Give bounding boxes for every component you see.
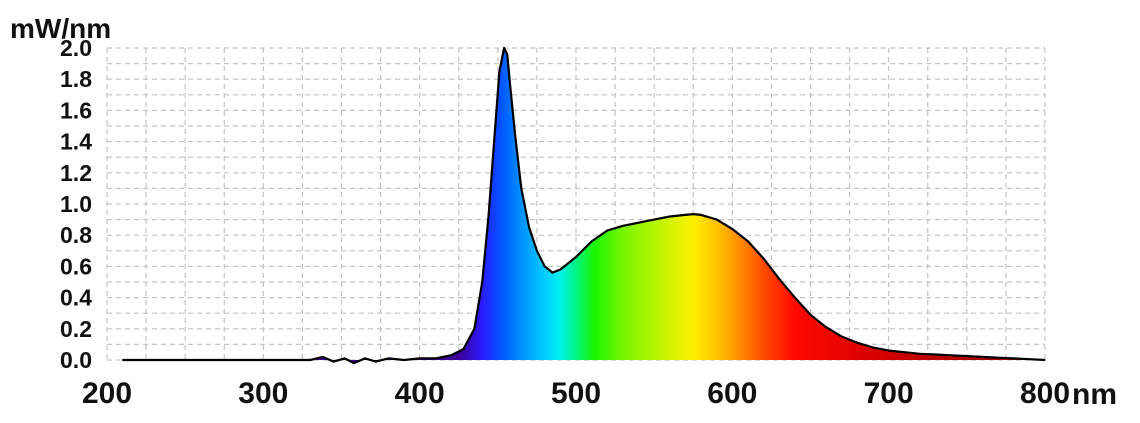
x-tick-label: 600 <box>707 377 757 410</box>
data-point <box>997 357 999 359</box>
data-point <box>575 256 577 258</box>
y-tick-label: 0.8 <box>60 222 92 248</box>
data-point <box>684 214 687 216</box>
data-point <box>528 226 530 228</box>
data-point <box>353 362 355 364</box>
data-point <box>637 222 640 224</box>
data-point <box>1013 357 1015 359</box>
data-point <box>375 361 377 363</box>
data-point <box>794 297 796 299</box>
data-point <box>622 225 624 227</box>
data-point <box>981 356 984 358</box>
x-tick-label: 300 <box>238 377 288 410</box>
data-point <box>434 357 436 359</box>
y-tick-label: 1.8 <box>60 66 92 92</box>
grid-lines <box>106 47 1046 361</box>
data-point <box>487 215 490 218</box>
data-point <box>419 357 421 359</box>
y-tick-label: 0.4 <box>60 285 92 311</box>
data-point <box>481 281 483 283</box>
data-point <box>1028 358 1030 360</box>
data-point <box>498 70 500 72</box>
data-point <box>825 326 827 328</box>
y-tick-label: 0.6 <box>60 253 92 279</box>
data-point <box>551 272 554 274</box>
data-point <box>591 240 593 242</box>
plot-area <box>122 46 1046 365</box>
x-tick-label: 500 <box>551 377 601 410</box>
y-axis-unit-label: mW/nm <box>10 13 111 44</box>
data-point <box>309 359 311 361</box>
x-tick-label: 700 <box>864 377 914 410</box>
data-point <box>509 86 511 88</box>
tick-labels: 200 300 400 500 600 700 800 0.0 0.2 0.4 0.6 0.8 1.0 1… <box>60 35 1070 410</box>
x-tick-label: 200 <box>82 377 132 410</box>
y-tick-label: 1.2 <box>60 160 92 186</box>
data-point <box>700 214 702 216</box>
y-tick-label: 0.2 <box>60 316 92 342</box>
data-point <box>872 346 874 349</box>
data-point <box>514 133 516 135</box>
data-point <box>503 47 505 49</box>
data-point <box>122 359 124 361</box>
data-point <box>606 229 608 232</box>
data-point <box>387 357 389 359</box>
x-tick-label: 400 <box>395 377 445 410</box>
data-point <box>462 348 464 350</box>
data-point <box>809 314 812 316</box>
data-point <box>731 228 733 230</box>
data-point <box>778 278 780 280</box>
data-point <box>506 53 508 55</box>
data-point <box>403 359 405 361</box>
data-point <box>322 356 324 358</box>
data-point <box>763 258 765 260</box>
data-point <box>935 353 937 356</box>
data-point <box>544 265 546 267</box>
y-tick-label: 1.0 <box>60 191 92 217</box>
data-point <box>966 355 968 357</box>
data-point <box>747 240 749 242</box>
data-point <box>841 336 843 338</box>
data-point <box>856 342 859 344</box>
data-point <box>536 250 538 252</box>
y-tick-label: 2.0 <box>60 35 92 61</box>
data-point <box>559 268 562 271</box>
data-point <box>262 359 264 361</box>
data-point <box>1044 359 1046 361</box>
data-point <box>450 354 452 356</box>
data-point <box>364 357 366 359</box>
data-point <box>903 351 905 353</box>
data-point <box>669 215 671 218</box>
x-axis-unit-label: nm <box>1072 378 1117 411</box>
data-point <box>888 350 890 352</box>
y-tick-label: 0.0 <box>60 347 92 373</box>
data-point <box>692 213 694 215</box>
spectrum-line <box>122 46 1046 365</box>
data-point <box>333 361 335 363</box>
spectrum-area <box>122 48 1046 364</box>
data-point <box>950 354 952 356</box>
data-point <box>494 133 496 135</box>
data-point <box>653 219 655 221</box>
data-point <box>344 357 346 359</box>
data-point <box>919 353 921 355</box>
data-point <box>473 328 475 330</box>
data-point <box>520 187 522 189</box>
data-point <box>716 219 718 221</box>
y-tick-label: 1.6 <box>60 97 92 123</box>
x-tick-label: 800 <box>1020 377 1070 410</box>
y-tick-label: 1.4 <box>60 129 92 155</box>
